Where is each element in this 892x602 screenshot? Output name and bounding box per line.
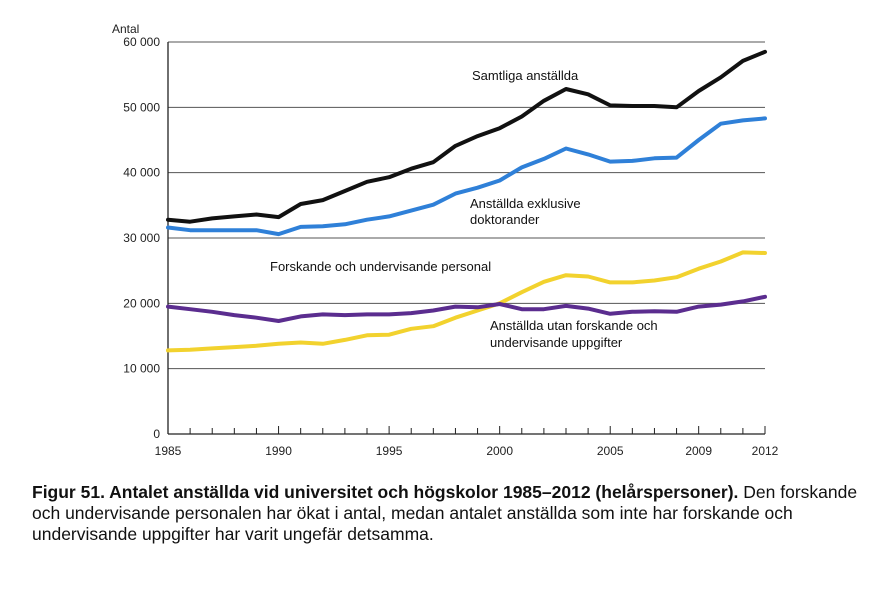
y-tick-label: 50 000 (123, 100, 160, 114)
y-tick-label: 0 (153, 427, 160, 441)
y-axis-ticks: 0 10 000 20 000 30 000 40 000 50 000 60 000 (123, 35, 160, 441)
x-tick-label: 1995 (376, 444, 403, 458)
series-labels: Samtliga anställda Anställda exklusivedok… (270, 68, 658, 350)
series-line-2 (166, 250, 767, 353)
series-line-0 (166, 49, 767, 224)
caption-text: Den forskande och undervisande personale… (32, 482, 858, 544)
series-line-3 (166, 294, 767, 323)
x-tick-label: 1990 (265, 444, 292, 458)
grid-lines (168, 41, 765, 370)
figure-caption: Figur 51. Antalet anställda vid universi… (32, 482, 872, 545)
series-label-1: doktorander (470, 212, 540, 227)
series-label-1: Anställda exklusive (470, 196, 581, 211)
series-label-0: Samtliga anställda (472, 68, 579, 83)
y-tick-label: 20 000 (123, 296, 160, 310)
y-tick-label: 40 000 (123, 166, 160, 180)
x-tick-label: 1985 (155, 444, 182, 458)
series-label-3: undervisande uppgifter (490, 335, 623, 350)
series-label-2: Forskande och undervisande personal (270, 259, 491, 274)
y-tick-label: 10 000 (123, 362, 160, 376)
y-tick-label: 60 000 (123, 35, 160, 49)
series-line-1 (166, 116, 767, 237)
x-tick-label: 2012 (752, 444, 779, 458)
x-tick-label: 2000 (486, 444, 513, 458)
y-tick-label: 30 000 (123, 231, 160, 245)
x-tick-label: 2009 (685, 444, 712, 458)
x-axis: 1985 1990 1995 2000 2005 2009 2012 (155, 42, 779, 458)
series-lines (166, 49, 767, 353)
line-chart: Antal 0 10 000 20 000 30 000 40 000 50 000 60 … (112, 22, 779, 458)
x-tick-label: 2005 (597, 444, 624, 458)
series-label-3: Anställda utan forskande och (490, 318, 658, 333)
caption-title: Figur 51. Antalet anställda vid universi… (32, 482, 739, 502)
y-axis-label: Antal (112, 22, 139, 36)
